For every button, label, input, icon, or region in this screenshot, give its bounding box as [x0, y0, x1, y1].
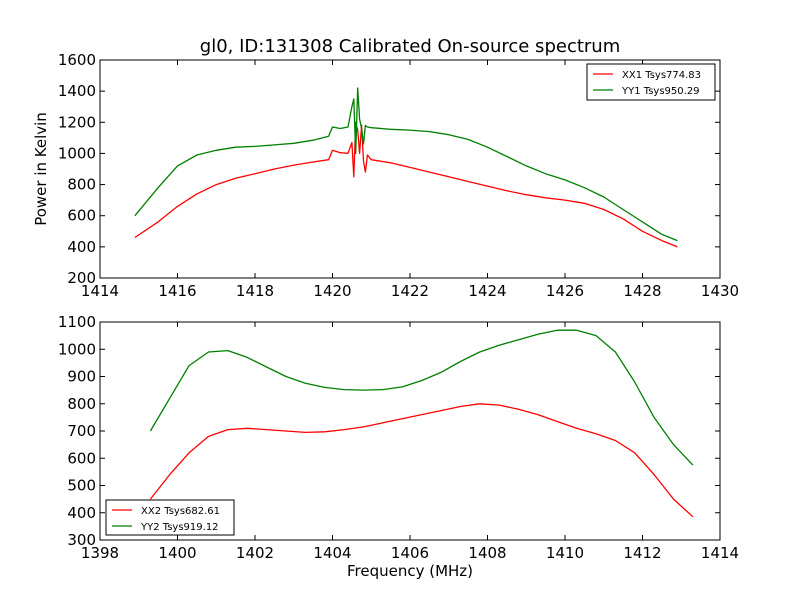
bottom-xtick-label: 1400	[158, 544, 196, 562]
top-xtick-label: 1418	[236, 282, 274, 300]
top-xtick-label: 1424	[468, 282, 506, 300]
bottom-ytick-label: 900	[67, 368, 96, 386]
bottom-ytick-label: 500	[67, 477, 96, 495]
legend-label-yy1: YY1 Tsys950.29	[621, 86, 700, 97]
top-series-line-xx	[134, 121, 678, 248]
bottom-plot-legend-box	[105, 499, 235, 536]
bottom-xtick-label: 1402	[236, 544, 274, 562]
bottom-xtick-label: 1410	[546, 544, 584, 562]
top-ytick-label: 200	[67, 269, 96, 287]
top-series-line-yy	[134, 87, 678, 242]
bottom-plot-series-lines	[149, 329, 694, 518]
legend-label-xx2: XX2 Tsys682.61	[141, 506, 220, 517]
top-plot: 1414 1416 1418 1420 1422 1424 1426 1428 1430 200 4…	[32, 51, 739, 300]
top-ytick-label: 1000	[58, 144, 96, 162]
top-plot-ylabel: Power in Kelvin	[32, 112, 50, 226]
bottom-xtick-label: 1398	[81, 544, 119, 562]
bottom-plot-xlabel: Frequency (MHz)	[347, 562, 473, 580]
bottom-ytick-label: 700	[67, 422, 96, 440]
top-ytick-label: 1200	[58, 113, 96, 131]
top-xtick-label: 1426	[546, 282, 584, 300]
top-plot-legend: XX1 Tsys774.83 YY1 Tsys950.29	[586, 63, 716, 101]
bottom-ytick-label: 1000	[58, 340, 96, 358]
top-ytick-label: 400	[67, 238, 96, 256]
top-xtick-label: 1430	[701, 282, 739, 300]
bottom-ytick-label: 300	[67, 531, 96, 549]
top-ytick-label: 600	[67, 207, 96, 225]
top-xtick-label: 1420	[313, 282, 351, 300]
bottom-ytick-label: 600	[67, 449, 96, 467]
bottom-xtick-label: 1406	[391, 544, 429, 562]
bottom-plot-legend: XX2 Tsys682.61 YY2 Tsys919.12	[105, 499, 235, 536]
bottom-ytick-label: 800	[67, 395, 96, 413]
top-plot-legend-box	[586, 63, 716, 101]
bottom-xtick-label: 1414	[701, 544, 739, 562]
top-xtick-label: 1428	[623, 282, 661, 300]
top-plot-series-lines	[134, 87, 678, 248]
bottom-ytick-label: 400	[67, 504, 96, 522]
bottom-plot: 1398 1400 1402 1404 1406 1408 1410 1412 1414 300 4…	[58, 313, 739, 580]
bottom-series-line-xx	[149, 403, 694, 518]
top-xtick-label: 1414	[81, 282, 119, 300]
top-ytick-label: 1400	[58, 82, 96, 100]
bottom-xtick-label: 1408	[468, 544, 506, 562]
bottom-ytick-label: 1100	[58, 313, 96, 331]
bottom-series-line-yy	[149, 329, 694, 466]
legend-label-xx1: XX1 Tsys774.83	[622, 70, 701, 81]
figure-title: gl0, ID:131308 Calibrated On-source spec…	[200, 36, 620, 57]
top-ytick-label: 800	[67, 176, 96, 194]
bottom-xtick-label: 1412	[623, 544, 661, 562]
top-ytick-label: 1600	[58, 51, 96, 69]
legend-label-yy2: YY2 Tsys919.12	[140, 522, 219, 533]
top-xtick-label: 1416	[158, 282, 196, 300]
bottom-xtick-label: 1404	[313, 544, 351, 562]
bottom-plot-ticks: 1398 1400 1402 1404 1406 1408 1410 1412 1414 300 4…	[58, 313, 739, 562]
top-plot-ticks: 1414 1416 1418 1420 1422 1424 1426 1428 1430 200 4…	[58, 51, 739, 300]
top-xtick-label: 1422	[391, 282, 429, 300]
